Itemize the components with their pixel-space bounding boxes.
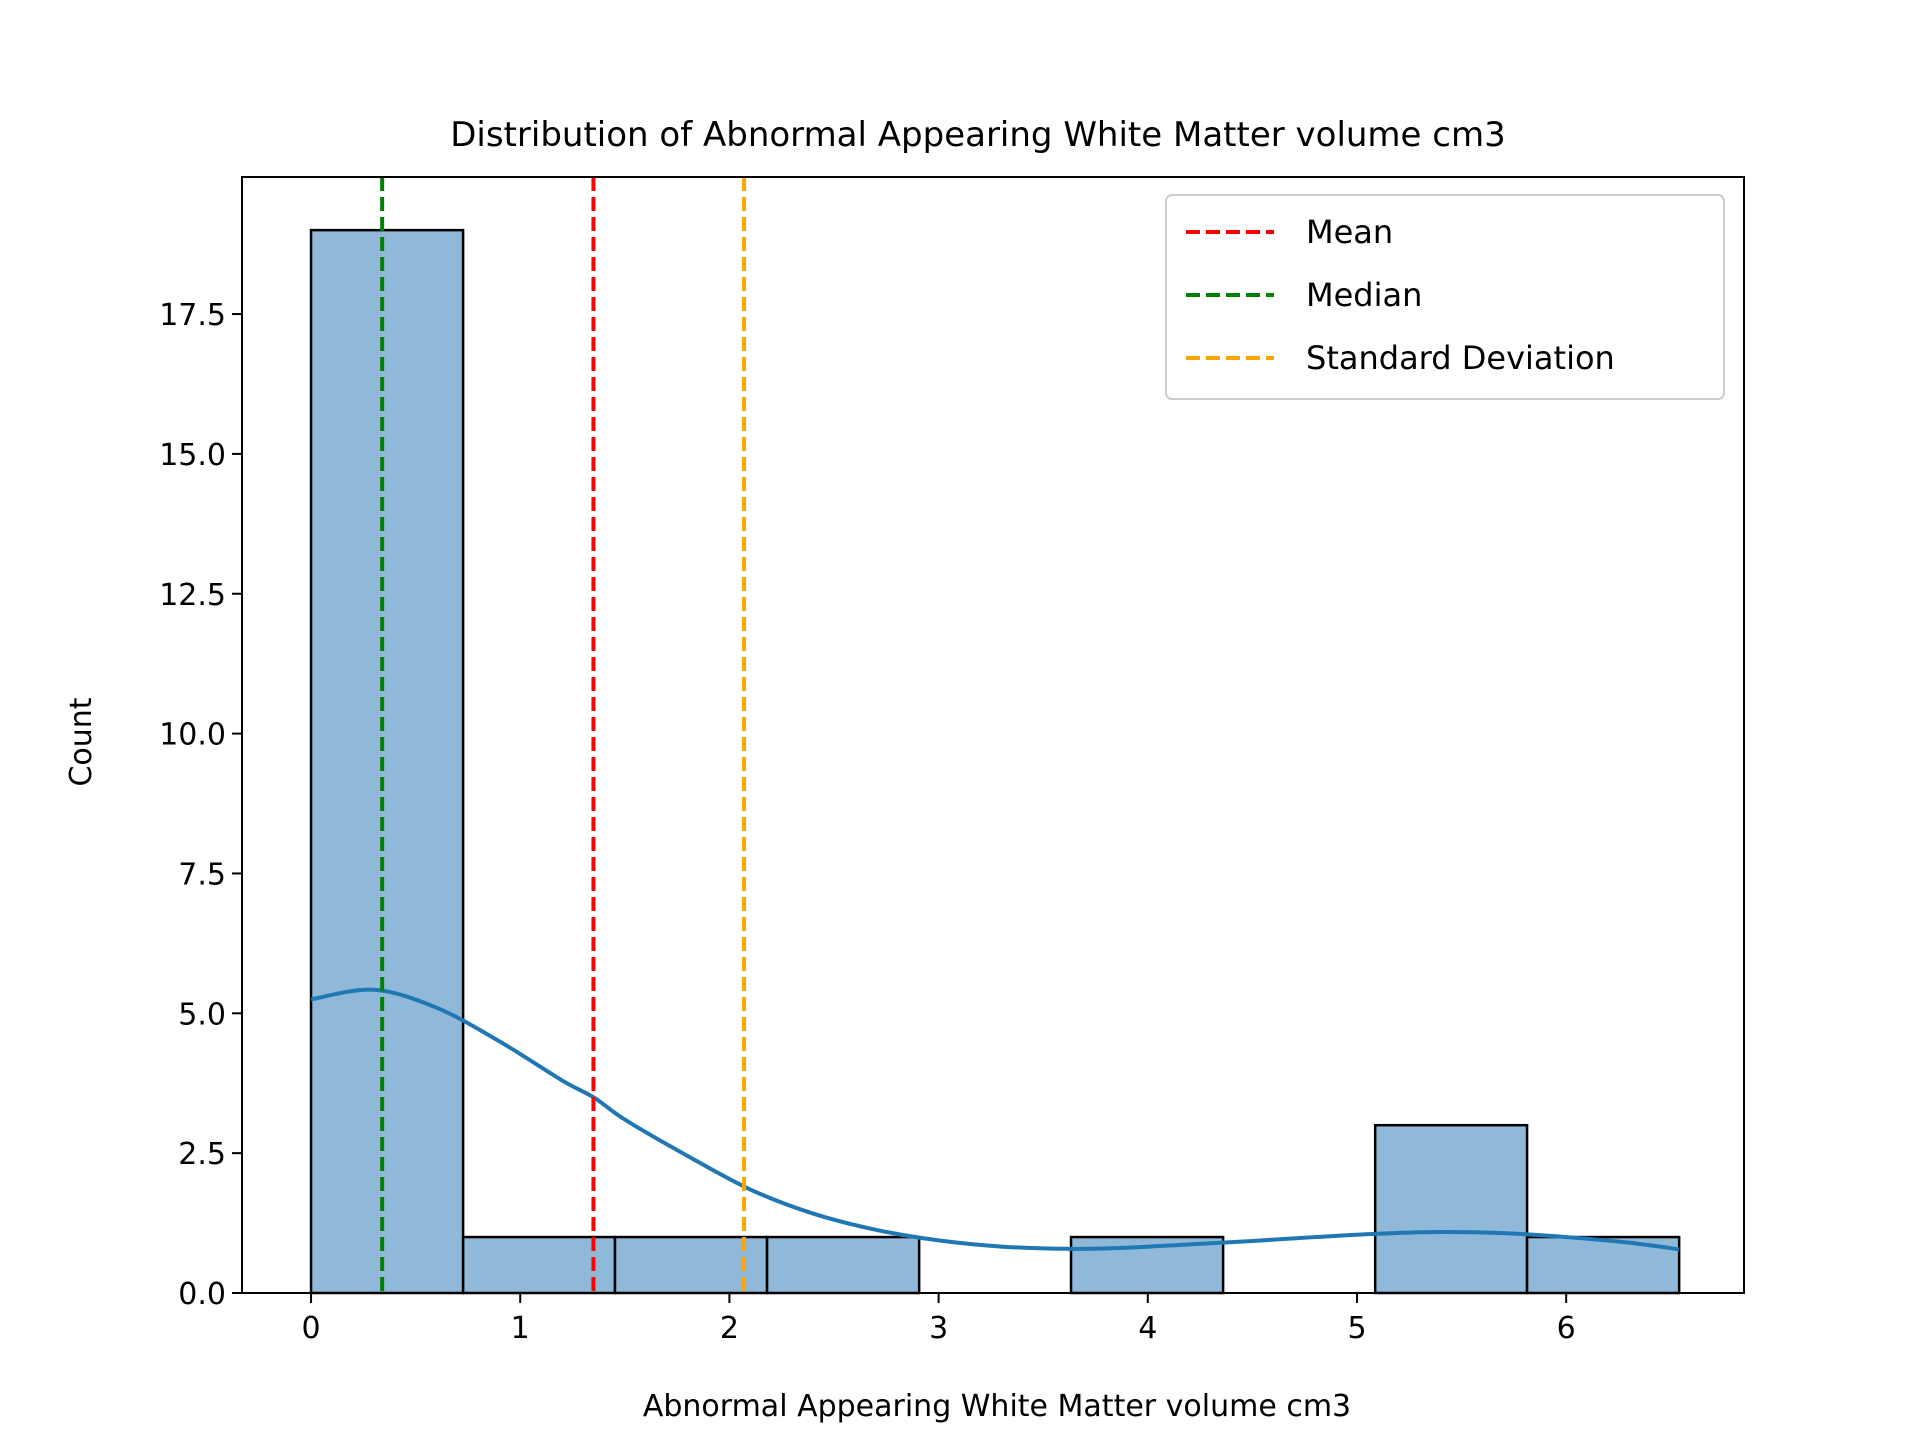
histogram-bar-0 [309, 228, 465, 1295]
y-axis-label: Count [64, 697, 99, 786]
legend-label-mean: Mean [1306, 213, 1393, 251]
y-tick-label-6: 15.0 [159, 438, 226, 473]
y-tick-label-4: 10.0 [159, 718, 226, 753]
x-tick-label-5: 5 [1347, 1311, 1366, 1346]
x-tick-label-0: 0 [301, 1311, 320, 1346]
x-tick-label-6: 6 [1557, 1311, 1576, 1346]
histogram-bar-1 [461, 1235, 617, 1295]
plot-area [309, 177, 1681, 1295]
legend-label-median: Median [1306, 276, 1422, 314]
axes: 0 1 2 3 4 5 6 0.0 2.5 5.0 7.5 10.0 12.5 15.0 17.5 [159, 176, 1745, 1346]
histogram-bar-7 [1373, 1123, 1529, 1295]
y-tick-label-7: 17.5 [159, 298, 226, 333]
kde-curve [310, 987, 1680, 1252]
legend-box [1165, 194, 1725, 400]
x-tick-label-3: 3 [929, 1311, 948, 1346]
axes-frame [241, 176, 1745, 1294]
x-tick-label-4: 4 [1138, 1311, 1157, 1346]
x-tick-label-1: 1 [511, 1311, 530, 1346]
y-tick-label-1: 2.5 [178, 1137, 226, 1172]
y-tick-label-3: 7.5 [178, 857, 226, 892]
legend: Mean Median Standard Deviation [1165, 194, 1725, 400]
x-axis-label: Abnormal Appearing White Matter volume c… [643, 1389, 1351, 1424]
histogram-bar-3 [765, 1235, 921, 1295]
y-tick-label-5: 12.5 [159, 578, 226, 613]
chart-title: Distribution of Abnormal Appearing White… [450, 115, 1505, 155]
x-tick-label-2: 2 [720, 1311, 739, 1346]
legend-label-standard-deviation: Standard Deviation [1306, 339, 1615, 377]
y-tick-label-0: 0.0 [178, 1277, 226, 1312]
y-tick-label-2: 5.0 [178, 997, 226, 1032]
